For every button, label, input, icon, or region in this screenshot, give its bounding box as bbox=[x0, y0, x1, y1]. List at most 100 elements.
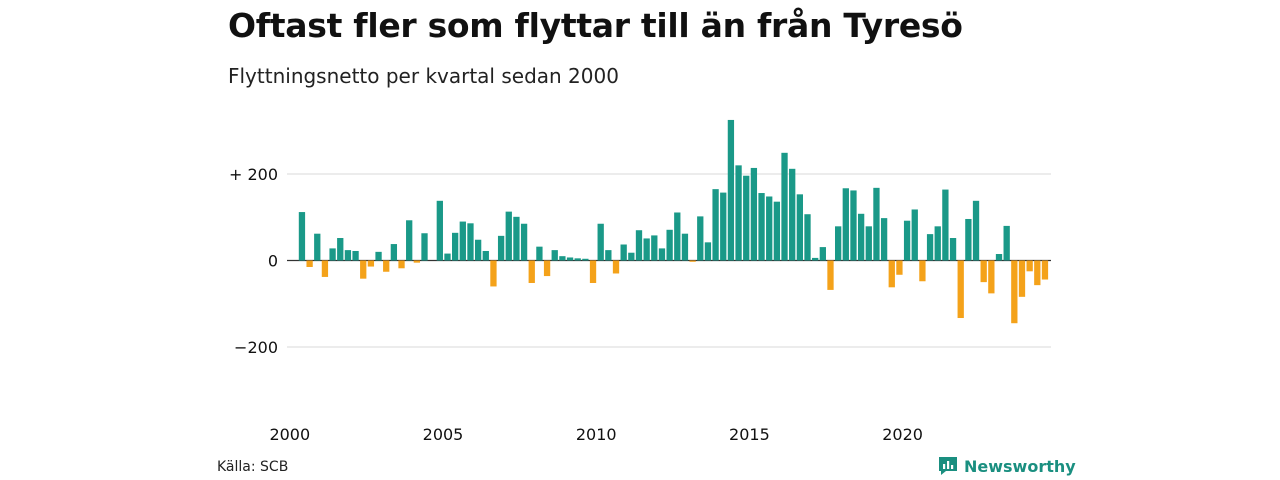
bar bbox=[444, 253, 451, 261]
bar bbox=[857, 213, 865, 261]
bar bbox=[735, 165, 742, 261]
bar bbox=[850, 190, 857, 261]
bar bbox=[773, 201, 781, 261]
bar bbox=[1003, 225, 1010, 261]
x-tick-label: 2020 bbox=[882, 425, 923, 444]
bar bbox=[643, 238, 650, 261]
y-tick-label: −200 bbox=[234, 338, 278, 357]
bar bbox=[681, 233, 689, 261]
bar bbox=[781, 152, 788, 261]
bar bbox=[888, 260, 895, 288]
bar bbox=[926, 234, 934, 261]
bar bbox=[919, 260, 926, 282]
bar bbox=[482, 250, 489, 261]
x-tick-label: 2005 bbox=[423, 425, 464, 444]
bar bbox=[980, 260, 987, 283]
y-tick-label: 0 bbox=[268, 252, 278, 271]
bar bbox=[796, 194, 803, 261]
bar bbox=[452, 232, 459, 261]
bar bbox=[375, 251, 382, 261]
bar bbox=[942, 189, 949, 261]
bar bbox=[651, 235, 658, 261]
bar bbox=[1018, 260, 1026, 297]
bar bbox=[758, 193, 765, 261]
bar bbox=[1011, 260, 1018, 324]
x-tick-label: 2010 bbox=[576, 425, 617, 444]
bar bbox=[321, 260, 329, 277]
bar bbox=[474, 239, 482, 261]
bar bbox=[674, 212, 681, 261]
x-axis-ticks: 2000 2005 2010 2015 2020 bbox=[269, 425, 923, 444]
bar bbox=[589, 260, 597, 283]
bar bbox=[398, 260, 405, 269]
bars bbox=[298, 119, 1049, 324]
bar bbox=[597, 223, 604, 261]
bar bbox=[344, 250, 352, 261]
bar bbox=[743, 175, 750, 261]
bar bbox=[528, 260, 535, 283]
bar bbox=[750, 167, 758, 261]
bar bbox=[766, 196, 773, 261]
bar bbox=[873, 187, 880, 261]
bar bbox=[383, 260, 390, 272]
chart-subtitle: Flyttningsnetto per kvartal sedan 2000 bbox=[228, 64, 619, 88]
bar bbox=[360, 260, 367, 279]
bar bbox=[628, 252, 635, 261]
bar bbox=[689, 260, 696, 262]
bar bbox=[520, 223, 528, 261]
bar bbox=[298, 212, 306, 261]
bar bbox=[421, 233, 428, 261]
bar bbox=[1026, 260, 1033, 272]
bar bbox=[819, 247, 826, 261]
bar bbox=[367, 260, 375, 267]
bar bbox=[490, 260, 497, 287]
bar bbox=[865, 226, 872, 261]
bar bbox=[965, 218, 972, 261]
bar bbox=[505, 211, 512, 261]
bar bbox=[551, 250, 558, 261]
bar bbox=[789, 168, 796, 261]
bar bbox=[804, 214, 811, 261]
bar bbox=[972, 200, 980, 261]
bar bbox=[658, 248, 666, 261]
bar bbox=[995, 254, 1003, 261]
bar bbox=[459, 221, 466, 261]
bar bbox=[666, 229, 673, 261]
bar bbox=[605, 250, 612, 261]
bar bbox=[612, 260, 620, 274]
bar bbox=[329, 248, 336, 261]
x-tick-label: 2015 bbox=[729, 425, 770, 444]
brand-name: Newsworthy bbox=[964, 456, 1076, 476]
bar bbox=[337, 238, 344, 261]
bar bbox=[827, 260, 834, 290]
y-tick-label: + 200 bbox=[229, 165, 278, 184]
bar bbox=[497, 235, 505, 261]
bar bbox=[620, 244, 627, 261]
source-note: Källa: SCB bbox=[217, 459, 289, 475]
newsworthy-logo: Newsworthy bbox=[938, 456, 1076, 476]
x-tick-label: 2000 bbox=[269, 425, 310, 444]
bar bbox=[1034, 260, 1041, 286]
bar bbox=[536, 246, 543, 261]
bar bbox=[911, 209, 918, 261]
bar bbox=[559, 256, 566, 261]
bar bbox=[704, 242, 712, 261]
bar bbox=[513, 216, 520, 261]
bar bbox=[1041, 260, 1049, 280]
bar bbox=[988, 260, 995, 294]
bar bbox=[712, 189, 719, 261]
bar bbox=[314, 233, 321, 261]
bar bbox=[306, 260, 313, 267]
bar bbox=[574, 258, 581, 261]
bar bbox=[566, 257, 574, 261]
bar bbox=[352, 250, 359, 261]
bar-chart-logo-icon bbox=[939, 457, 957, 475]
bar bbox=[390, 244, 398, 261]
bar bbox=[697, 216, 704, 261]
y-axis-ticks: + 200 0 −200 bbox=[229, 165, 278, 357]
bar bbox=[835, 226, 842, 261]
bar bbox=[957, 260, 964, 319]
bar bbox=[727, 119, 735, 261]
bar bbox=[903, 220, 911, 261]
